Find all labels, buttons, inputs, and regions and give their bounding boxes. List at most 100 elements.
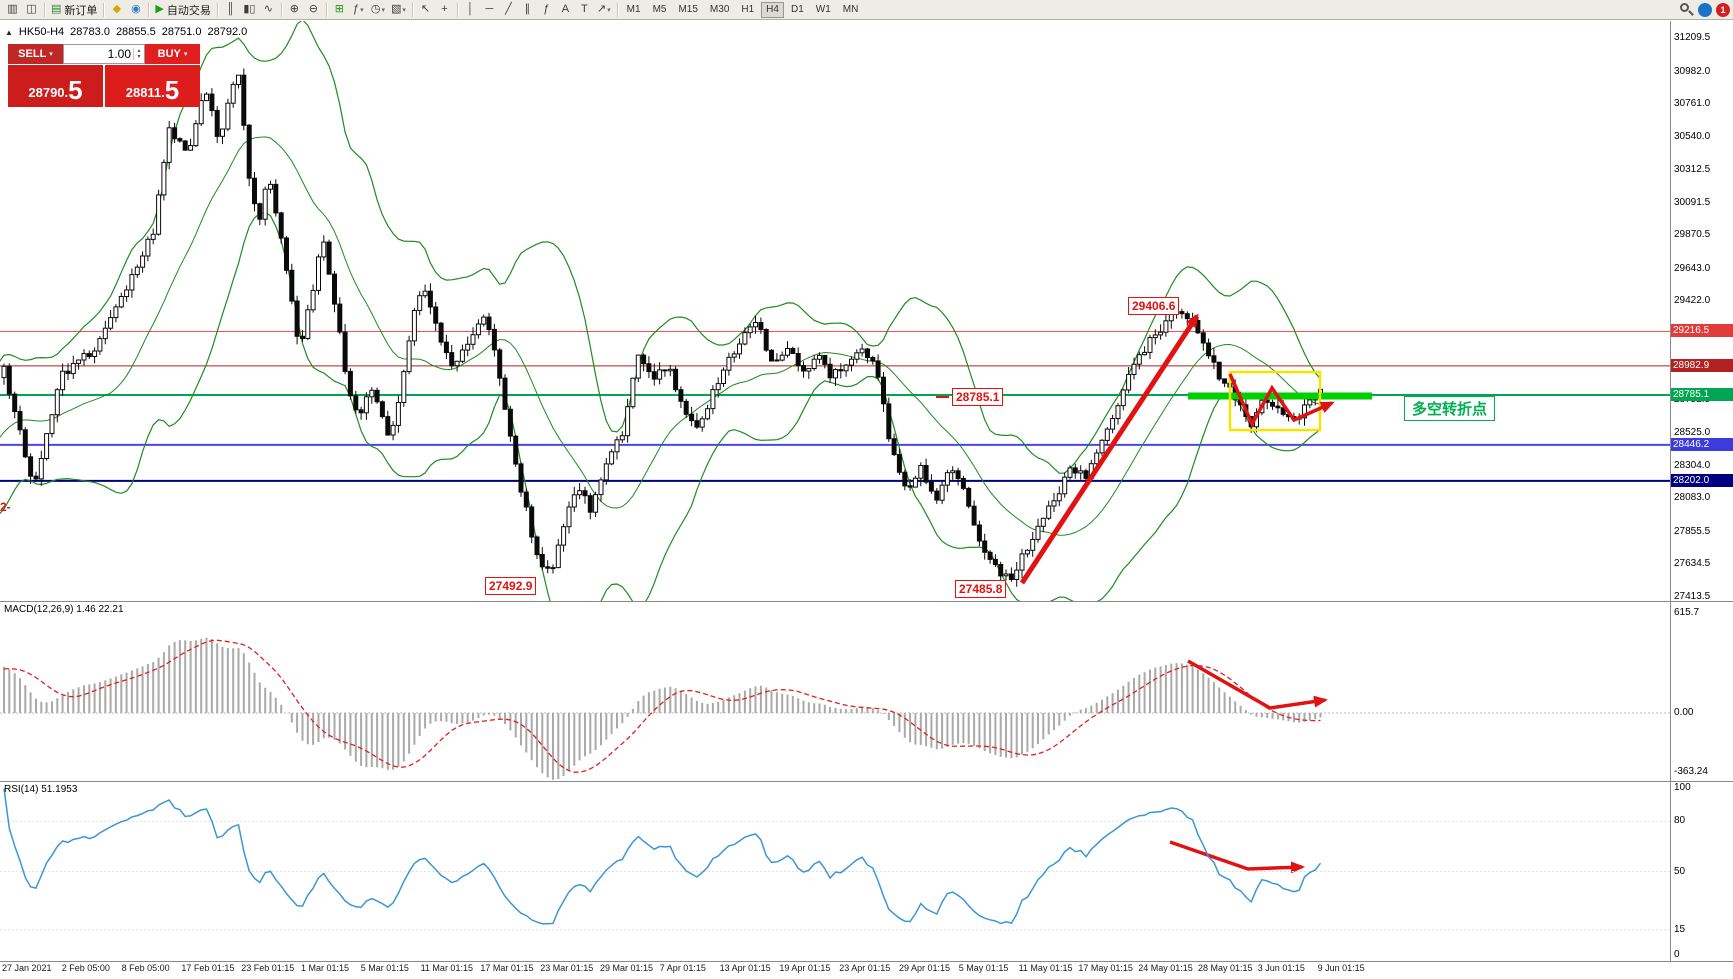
volume-field[interactable]: ▴ ▾ <box>63 44 145 64</box>
time-axis-label: 13 Apr 01:15 <box>719 963 771 973</box>
search-icon-handle <box>1688 10 1694 16</box>
search-icon[interactable] <box>1679 2 1694 17</box>
indicators-button[interactable]: ƒ ▾ <box>349 1 368 18</box>
chart-symbol-info: ▲ HK50-H4 28783.0 28855.5 28751.0 28792.… <box>5 26 247 38</box>
timeframe-h1-button[interactable]: H1 <box>741 4 755 15</box>
alerts-button[interactable]: ◆ <box>107 1 126 18</box>
symbol-name: HK50-H4 <box>18 26 65 38</box>
swing-low-label-may[interactable]: 27485.8 <box>955 580 1007 598</box>
templates-button-glyph: ▧ <box>391 3 402 15</box>
autotrade-button[interactable]: ▶ 自动交易 <box>152 1 213 18</box>
macd-indicator-label: MACD(12,26,9) 1.46 22.21 <box>4 604 124 615</box>
price-axis-badge: 29216.5 <box>1671 324 1733 338</box>
fibonacci-button-glyph: ƒ <box>543 3 550 15</box>
timeframe-m5-button[interactable]: M5 <box>652 4 667 15</box>
time-axis-label: 28 May 01:15 <box>1198 963 1253 973</box>
line-chart-button[interactable]: ∿ <box>259 1 278 18</box>
notification-badge[interactable]: 1 <box>1716 2 1730 17</box>
timeframe-d1-button[interactable]: D1 <box>790 4 804 15</box>
horizontal-line-button-glyph: ─ <box>485 3 494 15</box>
timeframe-m30-button[interactable]: M30 <box>709 4 730 15</box>
text-label-button[interactable]: T <box>575 1 594 18</box>
sell-button[interactable]: SELL ▾ <box>8 44 63 64</box>
timeframe-m1-button[interactable]: M1 <box>626 4 641 15</box>
indicators-button-glyph: ƒ <box>353 3 360 15</box>
zoom-out-button[interactable]: ⊖ <box>304 1 323 18</box>
zoom-in-button-glyph: ⊕ <box>289 3 299 15</box>
panel-collapse-icon[interactable]: ▲ <box>5 27 13 37</box>
timeframe-m15-button[interactable]: M15 <box>678 4 698 15</box>
arrows-button-glyph: ↗ <box>596 3 607 15</box>
bar-chart-button-glyph: ║ <box>226 3 235 15</box>
price-axis-tick: 30982.0 <box>1674 65 1711 77</box>
chart-profiles-button-glyph: ◫ <box>26 3 37 15</box>
spin-up-icon[interactable]: ▴ <box>137 48 141 54</box>
buy-label: BUY <box>157 48 181 60</box>
mid-level-label[interactable]: 28785.1 <box>952 388 1004 406</box>
buy-price-display[interactable]: 28811. 5 <box>105 65 200 107</box>
vertical-line-button[interactable]: │ <box>461 1 480 18</box>
community-icon[interactable] <box>1698 2 1712 17</box>
new-order-button[interactable]: ▤ 新订单 <box>48 1 100 18</box>
periods-button[interactable]: ◷ ▾ <box>368 1 388 18</box>
tile-windows-button[interactable]: ⊞ <box>330 1 349 18</box>
price-axis-badge: 28446.2 <box>1671 437 1733 451</box>
templates-button[interactable]: ▧ ▾ <box>388 1 409 18</box>
candle-chart-button-glyph: ▮▯ <box>243 3 256 15</box>
trendline-button-glyph: ╱ <box>505 3 512 15</box>
text-button[interactable]: A <box>556 1 575 18</box>
new-chart-button-glyph: ▥ <box>7 3 18 15</box>
caret-down-icon: ▾ <box>49 51 53 58</box>
price-close: 28792.0 <box>207 26 248 38</box>
rsi-axis-tick: 80 <box>1674 815 1686 827</box>
price-axis-tick: 28304.0 <box>1674 459 1711 471</box>
caret-down-icon: ▾ <box>607 6 611 14</box>
price-axis-badge: 28785.1 <box>1671 388 1733 402</box>
time-axis-label: 11 May 01:15 <box>1018 963 1073 973</box>
price-axis-tick: 30540.0 <box>1674 130 1711 142</box>
timeframe-h4-button[interactable]: H4 <box>761 1 784 18</box>
bar-chart-button[interactable]: ║ <box>221 1 240 18</box>
toolbar-right-groups: 1 <box>1675 0 1730 20</box>
macd-axis-tick: -363.24 <box>1674 765 1708 777</box>
crosshair-button[interactable]: + <box>435 1 454 18</box>
time-axis-label: 7 Apr 01:15 <box>659 963 706 973</box>
candle-chart-button[interactable]: ▮▯ <box>240 1 259 18</box>
caret-down-icon: ▾ <box>183 51 188 58</box>
timeframe-w1-button[interactable]: W1 <box>815 4 831 15</box>
toolbar-left-groups: ▥ ◫ ▤ 新订单 ◆ ◉ ▶ 自动交易 ║ ▮▯ ∿ ⊕ ⊖ ⊞ ƒ ▾ ◷ ▾ ▧ ▾ ↖ + │ ─ ╱ ∥ ƒ A T ↗ ▾ M1 M… <box>3 0 1675 20</box>
mailbox-button[interactable]: ◉ <box>126 1 145 18</box>
price-axis-tick: 29643.0 <box>1674 262 1711 274</box>
toolbar-separator <box>616 2 618 17</box>
rsi-axis-tick: 0 <box>1674 949 1680 960</box>
horizontal-line-button[interactable]: ─ <box>480 1 499 18</box>
text-button-glyph: A <box>561 3 570 15</box>
time-axis-label: 5 Mar 01:15 <box>360 963 409 973</box>
macd-axis-tick: 615.7 <box>1674 607 1700 619</box>
spin-down-icon[interactable]: ▾ <box>137 54 141 60</box>
volume-input[interactable] <box>64 47 133 61</box>
text-label-button-glyph: T <box>581 3 588 15</box>
cursor-button[interactable]: ↖ <box>416 1 435 18</box>
swing-high-label[interactable]: 29406.6 <box>1128 297 1180 315</box>
channel-button[interactable]: ∥ <box>518 1 537 18</box>
buy-button[interactable]: BUY ▾ <box>145 44 200 64</box>
buy-price-big-digit: 5 <box>164 75 180 105</box>
sell-price-display[interactable]: 28790. 5 <box>8 65 103 107</box>
search-icon-glass <box>1680 3 1689 12</box>
time-axis-label: 29 Mar 01:15 <box>600 963 654 973</box>
new-chart-button[interactable]: ▥ <box>3 1 22 18</box>
chart-profiles-button[interactable]: ◫ <box>22 1 41 18</box>
turning-point-label[interactable]: 多空转折点 <box>1404 396 1496 421</box>
arrows-button[interactable]: ↗ ▾ <box>594 1 614 18</box>
swing-low-label-march[interactable]: 27492.9 <box>485 577 537 595</box>
fibonacci-button[interactable]: ƒ <box>537 1 556 18</box>
timeframe-mn-button[interactable]: MN <box>842 4 859 15</box>
toolbar-separator <box>411 2 413 17</box>
time-axis-label: 8 Feb 05:00 <box>121 963 170 973</box>
volume-spinner[interactable]: ▴ ▾ <box>133 48 144 60</box>
trendline-button[interactable]: ╱ <box>499 1 518 18</box>
toolbar-separator <box>44 2 45 17</box>
zoom-in-button[interactable]: ⊕ <box>285 1 304 18</box>
